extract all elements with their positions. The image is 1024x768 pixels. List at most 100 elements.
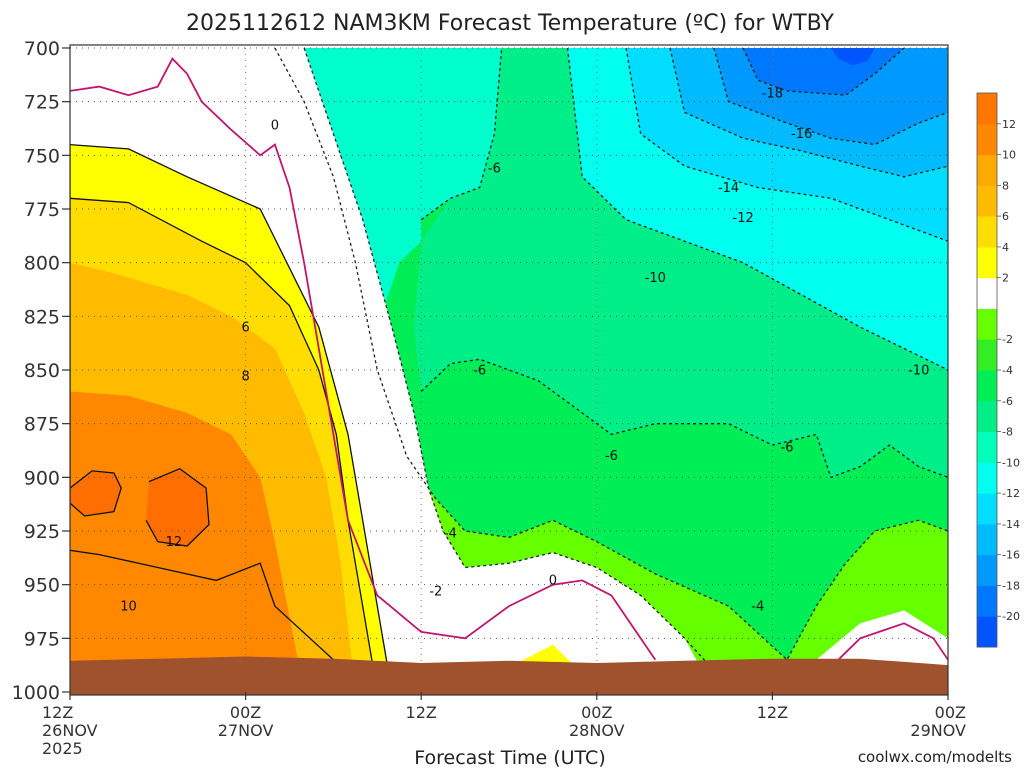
region-minus16-minus18 (713, 48, 948, 145)
contour-label: 12 (166, 535, 183, 550)
colorbar-label: 12 (1002, 118, 1016, 131)
y-tick-label: 775 (24, 199, 60, 221)
colorbar-label: -2 (1002, 333, 1013, 346)
y-tick-label: 800 (24, 253, 60, 275)
y-tick-label: 850 (24, 360, 60, 382)
region-minus20 (830, 48, 875, 66)
colorbar-swatch (977, 277, 997, 309)
contour-label: -2 (429, 584, 442, 599)
colorbar-label: 8 (1002, 179, 1009, 192)
x-tick-label: 12Z (757, 703, 788, 722)
colorbar-swatch (977, 308, 997, 340)
colorbar-label: -14 (1002, 518, 1020, 531)
x-tick-label: 00Z (230, 703, 261, 722)
colorbar-label: -8 (1002, 426, 1013, 439)
colorbar-swatch (977, 246, 997, 279)
region-12-plus-a (70, 470, 122, 516)
region-minus14-minus16 (670, 48, 948, 177)
y-axis: 700 725 750 775 800 825 850 875 900 925 950 975 1000 (12, 38, 70, 704)
colorbar-swatch (977, 185, 997, 217)
contour-label: 10 (120, 599, 137, 614)
contour-line (815, 622, 948, 682)
y-tick-label: 1000 (12, 682, 60, 704)
colorbar-swatch (977, 585, 997, 617)
x-tick-label: 12Z (406, 703, 437, 722)
y-tick-label: 825 (24, 306, 60, 328)
colorbar-swatch (977, 616, 997, 648)
contour-label: -6 (781, 441, 794, 456)
x-tick-label: 27NOV (218, 721, 274, 740)
contour-label: -6 (473, 363, 486, 378)
x-tick-label: 00Z (581, 703, 612, 722)
contour-line (274, 47, 948, 661)
temperature-fill (70, 48, 948, 693)
contour-line (70, 143, 393, 693)
contour-label: -6 (605, 449, 618, 464)
contour-line (566, 47, 948, 371)
colorbar-swatch (977, 93, 997, 125)
contour-label: -18 (762, 86, 783, 101)
colorbar-label: -20 (1002, 610, 1020, 623)
credit-text: coolwx.com/modelts (858, 748, 1012, 766)
terrain-strip (70, 656, 948, 695)
y-tick-label: 950 (24, 575, 60, 597)
region-12-plus-b (146, 468, 209, 546)
x-axis-label: Forecast Time (UTC) (414, 747, 605, 768)
y-tick-label: 875 (24, 414, 60, 436)
x-tick-label: 12Z (42, 703, 73, 722)
contour-labels: 12 10 8 6 0 0 -2 -4 -6 -6 -6 -6 -4 -10 -10 -12 -14 -16 -18 (120, 86, 929, 614)
y-tick-label: 925 (24, 521, 60, 543)
region-minus12-minus14 (626, 48, 948, 242)
colorbar-swatch (977, 431, 997, 463)
contour-line (713, 47, 948, 146)
contour-label: 6 (241, 320, 249, 335)
colorbar-label: -16 (1002, 549, 1020, 562)
contour-line (70, 197, 379, 693)
y-tick-label: 750 (24, 145, 60, 167)
y-tick-label: 900 (24, 467, 60, 489)
colorbar-label: 4 (1002, 241, 1009, 254)
contour-label: -16 (791, 127, 812, 142)
x-tick-label: 00Z (935, 703, 966, 722)
contour-label: -14 (718, 181, 739, 196)
y-tick-label: 700 (24, 38, 60, 60)
colorbar-label: -10 (1002, 456, 1020, 469)
colorbar-swatch (977, 554, 997, 586)
x-tick-label: 28NOV (569, 721, 625, 740)
contour-label: -4 (751, 599, 764, 614)
contour-line (669, 47, 948, 178)
contour-label: -6 (488, 162, 501, 177)
contour-label: -4 (444, 526, 457, 541)
contours (70, 47, 948, 693)
colorbar-label: 2 (1002, 272, 1009, 285)
colorbar-label: -4 (1002, 364, 1013, 377)
contour-label: 0 (549, 574, 557, 589)
colorbar-label: 10 (1002, 149, 1016, 162)
colorbar-label: 6 (1002, 210, 1009, 223)
colorbar-label: -18 (1002, 579, 1020, 592)
contour-line (70, 470, 122, 517)
colorbar: -20 -18 -16 -14 -12 -10 -8 -6 -4 -2 2 4 6 8 10 12 (976, 92, 1020, 648)
colorbar-swatch (977, 339, 997, 371)
colorbar-swatch (977, 400, 997, 433)
contour-line (420, 47, 503, 221)
contour-line (420, 358, 948, 479)
region-minus10-minus12 (567, 48, 948, 370)
colorbar-swatch (977, 370, 997, 402)
colorbar-swatch (977, 462, 997, 494)
contour-label: -10 (645, 271, 666, 286)
chart-title: 2025112612 NAM3KM Forecast Temperature (… (186, 11, 834, 36)
colorbar-swatch (977, 154, 997, 186)
colorbar-swatch (977, 493, 997, 525)
contour-line (70, 57, 657, 661)
colorbar-swatch (977, 123, 997, 156)
contour-label: -10 (908, 363, 929, 378)
x-tick-label: 26NOV (42, 721, 98, 740)
contour-line (625, 47, 948, 242)
colorbar-swatch (977, 216, 997, 248)
colorbar-label: -6 (1002, 395, 1013, 408)
y-tick-label: 975 (24, 628, 60, 650)
contour-label: -12 (733, 211, 754, 226)
